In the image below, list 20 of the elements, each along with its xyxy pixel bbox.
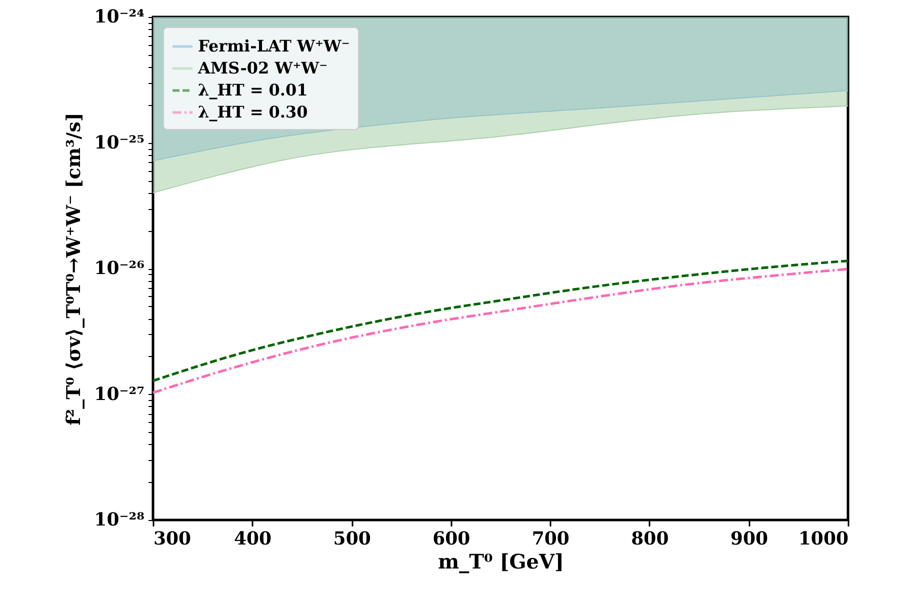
x-tick-label: 900 <box>730 528 768 550</box>
y-tick-label: 10⁻²⁴ <box>94 6 145 28</box>
x-tick-label: 300 <box>154 528 192 550</box>
x-tick-label: 1000 <box>798 528 848 550</box>
x-tick-label: 400 <box>234 528 272 550</box>
y-tick-label: 10⁻²⁷ <box>94 384 144 405</box>
x-tick-label: 700 <box>532 528 570 550</box>
y-tick-label: 10⁻²⁸ <box>94 510 145 530</box>
y-tick-label: 10⁻²⁵ <box>94 132 145 154</box>
legend-label: λ_HT = 0.30 <box>198 102 308 122</box>
y-axis-title: f²_T⁰ ⟨σv⟩_T⁰T⁰→W⁺W⁻ [cm³/s] <box>63 112 86 426</box>
legend-label: Fermi-LAT W⁺W⁻ <box>198 36 350 56</box>
legend-label: λ_HT = 0.01 <box>198 80 308 100</box>
x-tick-label: 600 <box>432 528 470 550</box>
x-tick-label: 800 <box>631 528 669 550</box>
y-tick-label: 10⁻²⁶ <box>94 258 145 279</box>
x-axis-title: m_T⁰ [GeV] <box>438 550 564 574</box>
legend-label: AMS-02 W⁺W⁻ <box>197 58 328 78</box>
x-tick-label: 500 <box>333 528 371 550</box>
line-series <box>152 106 848 194</box>
